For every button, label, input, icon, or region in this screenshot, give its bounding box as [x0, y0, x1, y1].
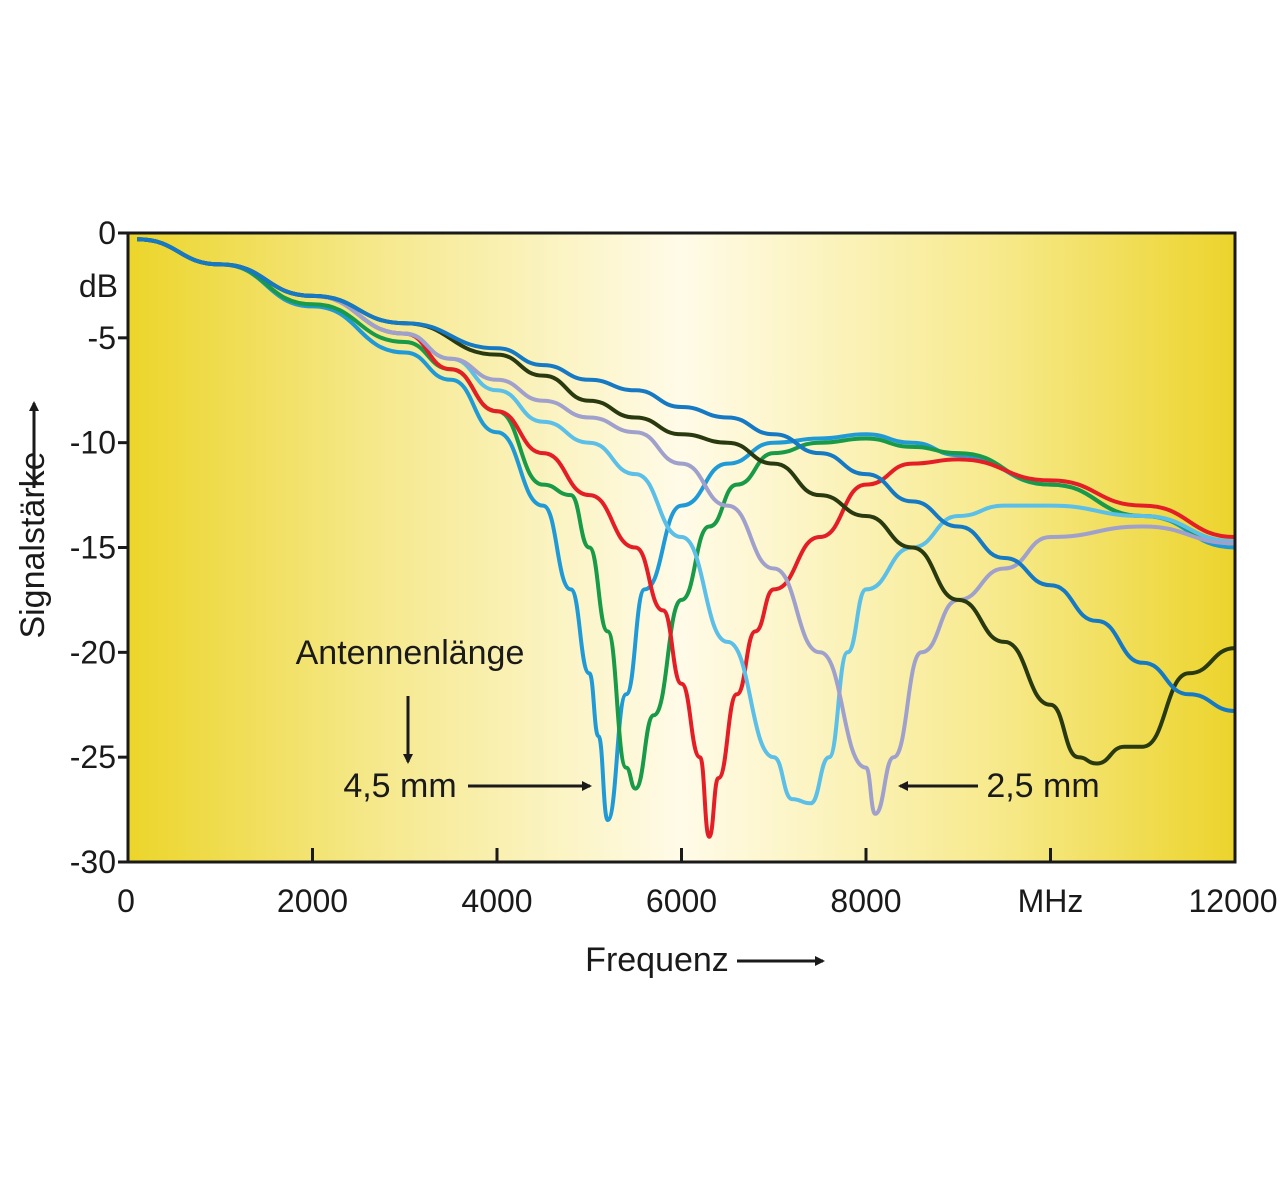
x-tick-label: 4000 [461, 883, 532, 919]
annotation-left-label: 4,5 mm [343, 767, 456, 805]
x-tick-label: 0 [117, 883, 135, 919]
series-layer [137, 237, 1236, 839]
y-tick-label: 0 [98, 215, 116, 251]
series-line-5 [137, 237, 1236, 816]
x-tick-label: 6000 [646, 883, 717, 919]
y-tick-label: -15 [70, 530, 116, 566]
series-line-7 [137, 237, 1236, 713]
y-tick-label: -10 [70, 425, 116, 461]
x-tick-label: 2000 [277, 883, 348, 919]
series-line-2 [137, 237, 1236, 791]
series-line-3 [137, 237, 1236, 839]
x-tick-label: 8000 [830, 883, 901, 919]
plot-area [128, 233, 1235, 862]
y-tick-label: -30 [70, 844, 116, 880]
x-axis-title: Frequenz [585, 941, 729, 979]
annotation-right-label: 2,5 mm [986, 767, 1099, 805]
annotation-antennenlaenge: Antennenlänge [296, 634, 525, 672]
ticks-layer: 0-5-10-15-20-25-300 2000 4000 6000 8000 MHz 12… [70, 215, 1278, 919]
x-tick-label: MHz [1018, 883, 1084, 919]
y-tick-label: -25 [70, 739, 116, 775]
y-tick-label: -20 [70, 634, 116, 670]
y-tick-label: -5 [88, 320, 116, 356]
y-axis-unit: dB [79, 268, 118, 304]
x-tick-label: 12000 [1189, 883, 1278, 919]
